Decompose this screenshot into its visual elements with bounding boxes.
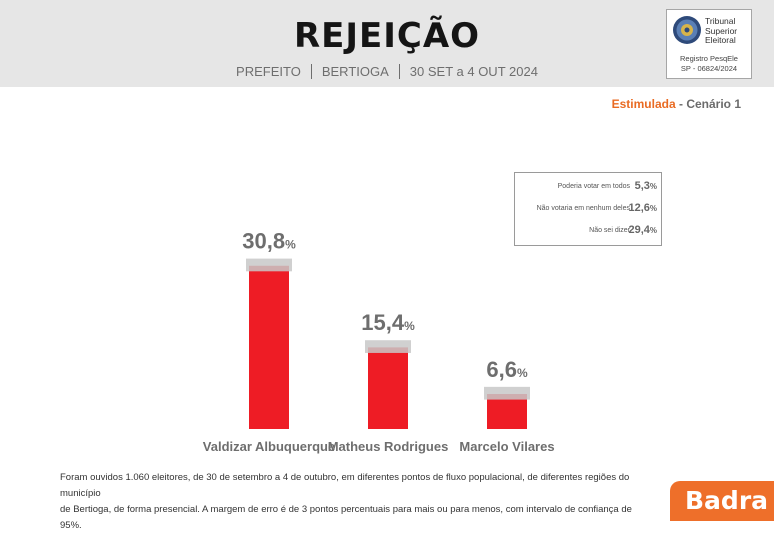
legend-value-number: 5,3 (634, 180, 650, 192)
subtitle-divider (310, 64, 312, 79)
subtitle-bar: PREFEITO BERTIOGA 30 SET a 4 OUT 2024 (0, 64, 774, 79)
legend-value: 29,4% (628, 224, 657, 236)
tse-name-line: Eleitoral (705, 35, 736, 45)
scenario-separator: - (675, 97, 687, 111)
scenario-label: Estimulada - Cenário 1 (612, 97, 741, 111)
cargo-label: PREFEITO (236, 64, 301, 79)
registration-number: SP - 06824/2024 (680, 64, 738, 73)
legend-row: Não votaria em nenhum deles 12,6% (515, 200, 661, 220)
legend-row: Não sei dizer 29,4% (515, 222, 661, 242)
legend-value-unit: % (649, 226, 657, 235)
tse-name-line: Superior (705, 25, 738, 36)
rejection-bar-chart: 30,8% Valdizar Albuquerque 15,4% Matheus Ro… (203, 229, 555, 454)
legend-value-number: 29,4 (628, 224, 650, 236)
badra-logo: Badra (670, 481, 774, 521)
legend-row: Poderia votar em todos 5,3% (515, 178, 661, 198)
legend-label: Não votaria em nenhum deles (536, 205, 630, 212)
bar-value-label: 30,8% (242, 229, 296, 254)
bar (368, 347, 408, 429)
legend-value: 5,3% (635, 180, 657, 192)
registration-info: Registro PesqEle SP - 06824/2024 (667, 54, 751, 74)
legend-value: 12,6% (628, 202, 657, 214)
scenario-type: Estimulada (611, 97, 676, 111)
error-band (365, 340, 411, 353)
legend-label: Não sei dizer (589, 227, 630, 234)
scenario-name: Cenário 1 (686, 97, 741, 111)
tse-name-line: Tribunal (705, 16, 736, 26)
subtitle-divider (398, 64, 400, 79)
methodology-footnote: Foram ouvidos 1.060 eleitores, de 30 de … (60, 470, 640, 534)
legend-value-number: 12,6 (628, 202, 650, 214)
bar (249, 265, 289, 429)
other-responses-box: Poderia votar em todos 5,3% Não votaria … (514, 172, 662, 246)
category-label: Marcelo Vilares (459, 439, 554, 454)
period-label: 30 SET a 4 OUT 2024 (409, 64, 538, 79)
footnote-line: de Bertioga, de forma presencial. A marg… (60, 504, 632, 531)
header-band (0, 0, 774, 87)
error-band (246, 258, 292, 272)
error-band (484, 386, 530, 400)
bar-value-label: 6,6% (486, 357, 528, 382)
bar (487, 394, 527, 429)
legend-label: Poderia votar em todos (557, 183, 630, 190)
municipio-label: BERTIOGA (321, 64, 389, 79)
logo-text: Badra (685, 486, 769, 515)
footnote-line: Foram ouvidos 1.060 eleitores, de 30 de … (60, 472, 630, 499)
page-title: REJEIÇÃO (293, 16, 481, 56)
legend-value-unit: % (649, 182, 657, 191)
legend-value-unit: % (649, 204, 657, 213)
tse-registration-badge: Tribunal Superior Eleitoral Registro Pes… (666, 9, 752, 79)
category-label: Matheus Rodrigues (328, 439, 449, 454)
registration-label: Registro PesqEle (680, 54, 738, 63)
tse-seal-icon (673, 16, 701, 44)
category-label: Valdizar Albuquerque (203, 439, 335, 454)
tse-name: Tribunal Superior Eleitoral (705, 16, 738, 46)
bar-value-label: 15,4% (361, 310, 415, 335)
